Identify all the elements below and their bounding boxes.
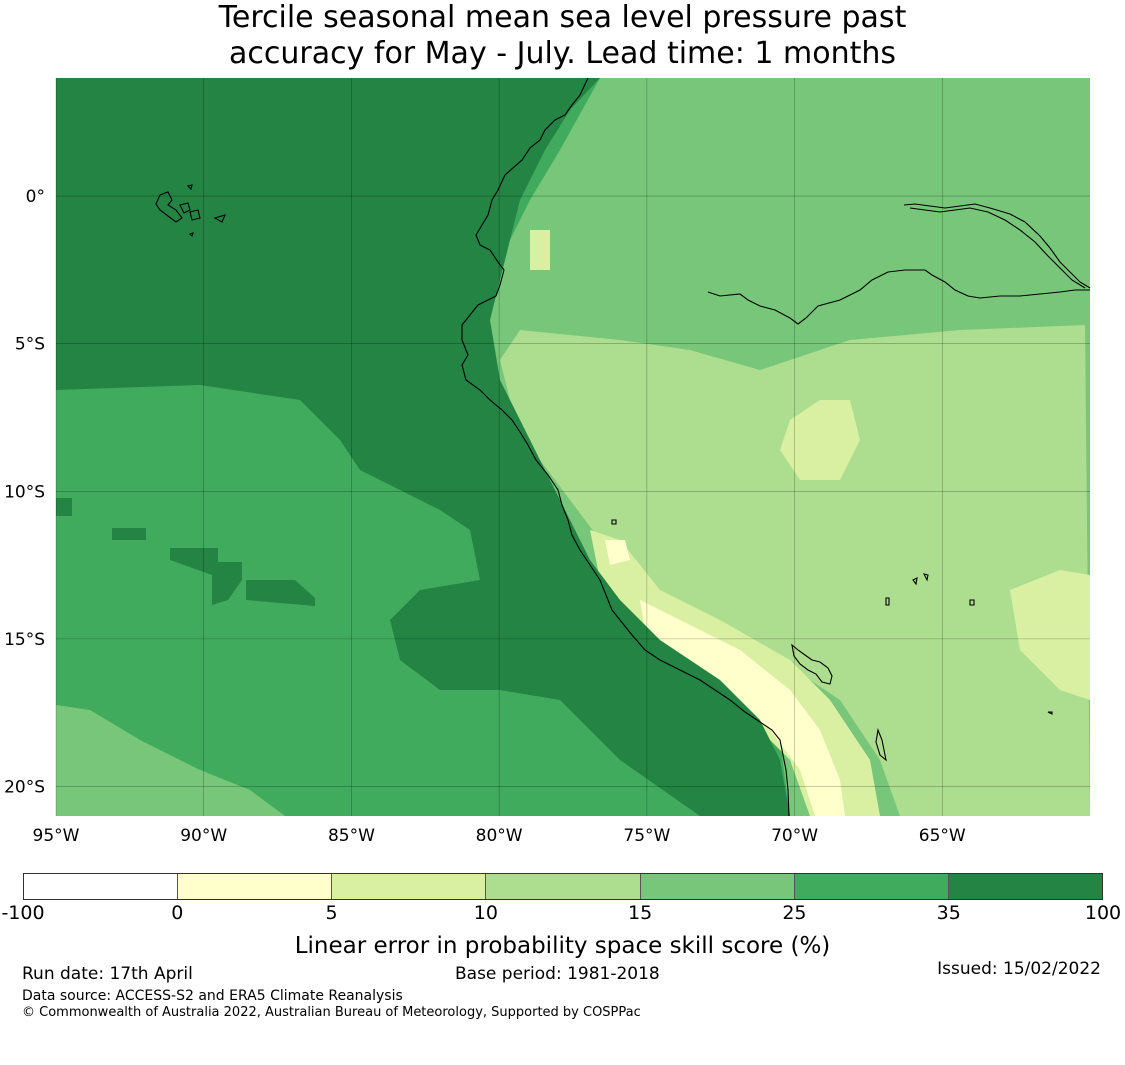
latitude-labels: 0° 5°S 10°S 15°S 20°S xyxy=(4,187,45,797)
coastline-layer xyxy=(155,77,1091,817)
colorbar-tick-label: 35 xyxy=(936,902,961,924)
colorbar-tick-label: 5 xyxy=(325,902,338,924)
base-period: Base period: 1981-2018 xyxy=(455,964,660,984)
zone-5-10-patch-a xyxy=(780,400,860,480)
longitude-tick-label: 85°W xyxy=(328,826,375,846)
colorbar-tick-label: 25 xyxy=(782,902,807,924)
colorbar-tick-label: 100 xyxy=(1084,902,1122,924)
colorbar-tick-label: 15 xyxy=(628,902,653,924)
data-source: Data source: ACCESS-S2 and ERA5 Climate … xyxy=(22,988,403,1004)
longitude-labels: 95°W 90°W 85°W 80°W 75°W 70°W 65°W xyxy=(33,826,966,846)
zone-5-10-patch-b xyxy=(1010,570,1090,700)
colorbar-segment-6 xyxy=(948,874,1102,899)
longitude-tick-label: 80°W xyxy=(476,826,523,846)
zone-15-25-southwest xyxy=(56,705,285,816)
longitude-tick-label: 70°W xyxy=(771,826,818,846)
small-lakes xyxy=(611,519,1053,762)
title-line-2: accuracy for May - July. Lead time: 1 mo… xyxy=(229,36,896,71)
colorbar-segment-2 xyxy=(332,874,487,899)
colorbar-segment-3 xyxy=(486,874,641,899)
longitude-tick-label: 65°W xyxy=(919,826,966,846)
northern-river-branch xyxy=(909,207,1086,289)
colorbar-ticks: -100 0 5 10 15 25 35 100 xyxy=(1,902,1121,928)
colorbar-tick-label: -100 xyxy=(1,902,45,924)
zone-0-5-spot xyxy=(605,540,630,565)
colorbar xyxy=(23,873,1103,900)
latitude-tick-label: 0° xyxy=(26,187,45,207)
run-date: Run date: 17th April xyxy=(22,964,193,984)
colorbar-label: Linear error in probability space skill … xyxy=(294,933,831,959)
zone-35-100-patch-b xyxy=(246,580,315,606)
zone-35-100-patch-d xyxy=(112,528,146,540)
longitude-tick-label: 95°W xyxy=(33,826,80,846)
latitude-tick-label: 20°S xyxy=(4,777,45,797)
colorbar-segment-0 xyxy=(24,874,179,899)
title-line-1: Tercile seasonal mean sea level pressure… xyxy=(218,0,907,35)
chart-title: Tercile seasonal mean sea level pressure… xyxy=(0,0,1125,72)
skill-score-map: 95°W 90°W 85°W 80°W 75°W 70°W 65°W 0° 5°S 10°S 15… xyxy=(4,77,1091,846)
south-america-coastline xyxy=(461,77,790,817)
zone-35-100-offshore xyxy=(56,78,790,816)
galapagos-islands xyxy=(155,184,226,238)
longitude-tick-label: 75°W xyxy=(623,826,670,846)
lake-titicaca xyxy=(791,643,833,685)
issued-date: Issued: 15/02/2022 xyxy=(937,959,1101,979)
gridlines xyxy=(55,78,1090,816)
colorbar-tick-label: 0 xyxy=(171,902,184,924)
longitude-tick-label: 90°W xyxy=(180,826,227,846)
copyright: © Commonwealth of Australia 2022, Austra… xyxy=(22,1005,641,1020)
colorbar-tick-label: 10 xyxy=(473,902,498,924)
northern-river xyxy=(903,203,1091,289)
latitude-tick-label: 5°S xyxy=(15,335,45,355)
latitude-tick-label: 10°S xyxy=(4,482,45,502)
zone-5-10-patch-c xyxy=(530,230,550,270)
amazon-river xyxy=(707,269,1090,325)
zone-35-100-patch-a xyxy=(170,548,242,605)
latitude-tick-label: 15°S xyxy=(4,630,45,650)
zone-10-15-east xyxy=(500,325,1090,816)
zone-35-100-patch-c xyxy=(56,498,72,516)
colorbar-segment-1 xyxy=(178,874,333,899)
colorbar-segment-4 xyxy=(640,874,795,899)
colorbar-segment-5 xyxy=(794,874,949,899)
map-fill-layer xyxy=(56,78,1090,816)
